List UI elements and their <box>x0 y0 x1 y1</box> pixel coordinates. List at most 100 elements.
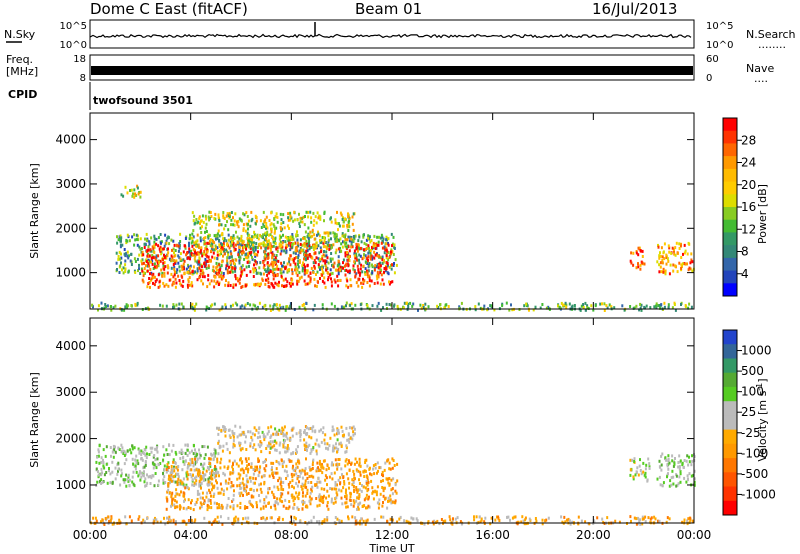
velocity-cell-1 <box>381 504 384 508</box>
power-cell-2 <box>198 216 201 220</box>
power-cell-2 <box>315 241 318 245</box>
velocity-cell-1 <box>216 502 218 506</box>
velocity-cell-1 <box>169 475 172 479</box>
power-colorbar-swatch <box>723 245 737 259</box>
power-cell-1 <box>190 281 193 285</box>
velocity-cell-0 <box>98 461 101 465</box>
power-cell-1 <box>391 280 394 284</box>
velocity-cell-2 <box>217 452 220 456</box>
velocity-cell-1 <box>347 477 350 481</box>
power-cell-0 <box>364 267 367 271</box>
power-cell-1 <box>343 264 346 268</box>
power-cell-5 <box>690 258 693 262</box>
power-cell-0 <box>178 243 181 247</box>
power-cell-1 <box>263 264 266 267</box>
velocity-cell-0 <box>182 456 184 460</box>
velocity-cell-1 <box>319 468 322 472</box>
power-cell-0 <box>160 240 163 244</box>
power-colorbar-title: Power [dB] <box>756 184 769 244</box>
velocity-cell-5 <box>535 519 538 523</box>
power-cell-6 <box>276 306 279 310</box>
velocity-cell-3 <box>629 473 632 477</box>
velocity-cell-4 <box>677 465 680 469</box>
power-cell-0 <box>164 233 167 237</box>
velocity-cell-2 <box>269 440 272 444</box>
velocity-cell-2 <box>318 444 321 448</box>
velocity-cell-1 <box>252 476 255 480</box>
velocity-cell-1 <box>200 482 203 485</box>
power-cell-0 <box>225 267 227 271</box>
velocity-cell-2 <box>310 448 313 452</box>
velocity-cell-0 <box>96 455 99 459</box>
velocity-cell-1 <box>355 499 358 503</box>
power-cell-0 <box>204 262 207 266</box>
power-cell-2 <box>265 215 268 219</box>
power-cell-0 <box>371 257 374 261</box>
power-cell-0 <box>213 234 216 238</box>
power-cell-0 <box>330 259 332 263</box>
velocity-cell-0 <box>163 475 166 479</box>
power-cell-6 <box>460 301 463 305</box>
velocity-cell-0 <box>178 450 181 454</box>
velocity-cell-1 <box>277 502 280 506</box>
power-cell-1 <box>148 254 151 258</box>
velocity-cell-1 <box>252 495 255 499</box>
velocity-cell-1 <box>301 494 304 498</box>
power-cell-2 <box>204 226 207 230</box>
velocity-cell-1 <box>273 485 276 489</box>
power-cell-5 <box>662 267 665 271</box>
power-cell-6 <box>557 304 559 308</box>
power-cell-0 <box>240 234 243 238</box>
power-cell-5 <box>689 261 692 265</box>
power-cell-1 <box>335 248 338 252</box>
power-cell-0 <box>317 244 320 248</box>
power-cell-2 <box>282 221 285 224</box>
velocity-cell-0 <box>125 473 128 477</box>
power-cell-1 <box>211 245 214 249</box>
power-cell-1 <box>383 258 385 262</box>
power-cell-0 <box>304 258 307 262</box>
velocity-cell-1 <box>361 484 363 487</box>
velocity-cell-2 <box>233 432 236 436</box>
power-cell-6 <box>289 304 292 308</box>
power-cell-2 <box>199 222 201 226</box>
velocity-cell-1 <box>278 497 281 501</box>
velocity-cell-1 <box>231 484 234 488</box>
power-cell-6 <box>110 305 112 308</box>
velocity-cell-0 <box>100 473 103 477</box>
velocity-cell-0 <box>183 462 186 466</box>
power-cell-2 <box>218 245 221 248</box>
power-ytick-label: 2000 <box>55 221 86 235</box>
velocity-cell-1 <box>172 497 175 501</box>
power-cell-0 <box>116 235 118 239</box>
power-cell-1 <box>366 258 369 262</box>
velocity-cell-1 <box>258 483 261 487</box>
velocity-cell-4 <box>664 456 667 460</box>
velocity-cell-1 <box>330 500 333 504</box>
velocity-cell-1 <box>280 477 282 481</box>
velocity-cell-5 <box>668 517 671 521</box>
velocity-cell-1 <box>212 495 215 498</box>
velocity-cell-0 <box>185 483 188 487</box>
power-cell-0 <box>196 269 199 273</box>
power-cell-2 <box>208 210 211 214</box>
power-cell-2 <box>269 223 272 227</box>
power-cell-1 <box>177 244 180 248</box>
power-cell-6 <box>657 304 660 308</box>
velocity-cell-2 <box>303 438 306 442</box>
velocity-cell-1 <box>209 462 212 465</box>
velocity-cell-1 <box>287 482 290 486</box>
power-cell-0 <box>379 261 382 265</box>
power-cell-0 <box>178 265 181 269</box>
velocity-cell-3 <box>638 464 641 468</box>
velocity-cell-1 <box>359 464 362 468</box>
velocity-cell-0 <box>111 480 114 484</box>
velocity-cell-5 <box>174 522 177 526</box>
power-cell-6 <box>483 304 486 308</box>
power-cell-3 <box>139 195 142 199</box>
velocity-cell-1 <box>280 485 283 488</box>
power-cell-2 <box>323 236 326 240</box>
velocity-cell-0 <box>134 458 137 462</box>
velocity-cell-1 <box>174 505 177 509</box>
power-cell-0 <box>120 261 122 265</box>
